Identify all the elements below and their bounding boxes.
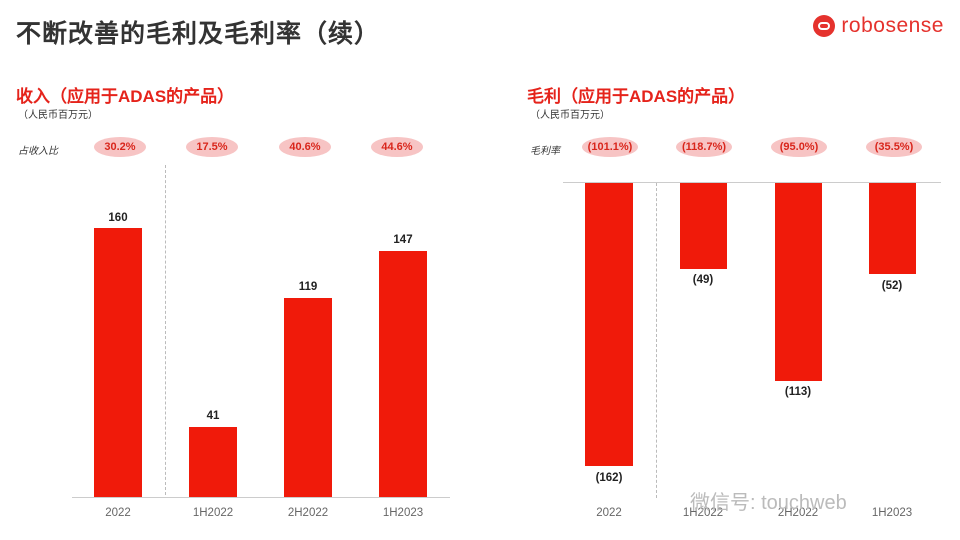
x-tick-label: 1H2023: [871, 507, 913, 519]
revenue-chart-title: 收入（应用于ADAS的产品）: [16, 87, 235, 106]
gross-margin-pill: (95.0%): [771, 137, 827, 157]
gross-profit-unit: （人民币百万元）: [530, 110, 610, 121]
revenue-share-pill: 40.6%: [279, 137, 331, 157]
gross-margin-pill: (118.7%): [676, 137, 732, 157]
revenue-bar-2022: [94, 228, 142, 497]
bar-value-label: 160: [108, 212, 128, 224]
logo-text: robosense: [841, 14, 944, 37]
gross-margin-pill: (101.1%): [582, 137, 638, 157]
divider: [656, 183, 657, 498]
robot-icon: [813, 15, 836, 37]
gross-margin-label: 毛利率: [530, 146, 560, 157]
zero-axis: [563, 182, 941, 183]
revenue-bar-2h2022: [284, 298, 332, 497]
bar-value-label: (113): [784, 386, 812, 398]
revenue-unit: （人民币百万元）: [18, 110, 98, 121]
x-tick-label: 1H2022: [682, 507, 724, 519]
revenue-share-pill: 44.6%: [371, 137, 423, 157]
gross-profit-bar-1h2022: [680, 183, 727, 269]
revenue-bar-1h2022: [189, 427, 237, 497]
bar-value-label: 41: [206, 410, 220, 422]
revenue-share-pill: 17.5%: [186, 137, 238, 157]
gross-profit-bar-2022: [585, 183, 633, 466]
divider: [165, 165, 166, 495]
bar-value-label: (52): [881, 280, 903, 292]
revenue-share-pill: 30.2%: [94, 137, 146, 157]
x-tick-label: 1H2022: [192, 507, 234, 519]
x-tick-label: 2022: [596, 507, 622, 519]
x-tick-label: 2H2022: [777, 507, 819, 519]
gross-profit-bar-1h2023: [869, 183, 916, 274]
bar-value-label: (49): [692, 274, 714, 286]
revenue-share-label: 占收入比: [18, 146, 58, 157]
x-axis: [72, 497, 450, 498]
bar-value-label: 119: [298, 281, 318, 293]
revenue-bar-1h2023: [379, 251, 427, 497]
page-title: 不断改善的毛利及毛利率（续）: [16, 20, 381, 48]
robosense-logo: robosense: [813, 14, 944, 38]
bar-value-label: 147: [393, 234, 413, 246]
x-tick-label: 1H2023: [382, 507, 424, 519]
gross-profit-bar-2h2022: [775, 183, 822, 381]
gross-margin-pill: (35.5%): [866, 137, 922, 157]
x-tick-label: 2H2022: [287, 507, 329, 519]
watermark: 微信号: touchweb: [690, 492, 847, 514]
x-tick-label: 2022: [105, 507, 131, 519]
gross-profit-chart-title: 毛利（应用于ADAS的产品）: [527, 87, 746, 106]
bar-value-label: (162): [595, 472, 623, 484]
